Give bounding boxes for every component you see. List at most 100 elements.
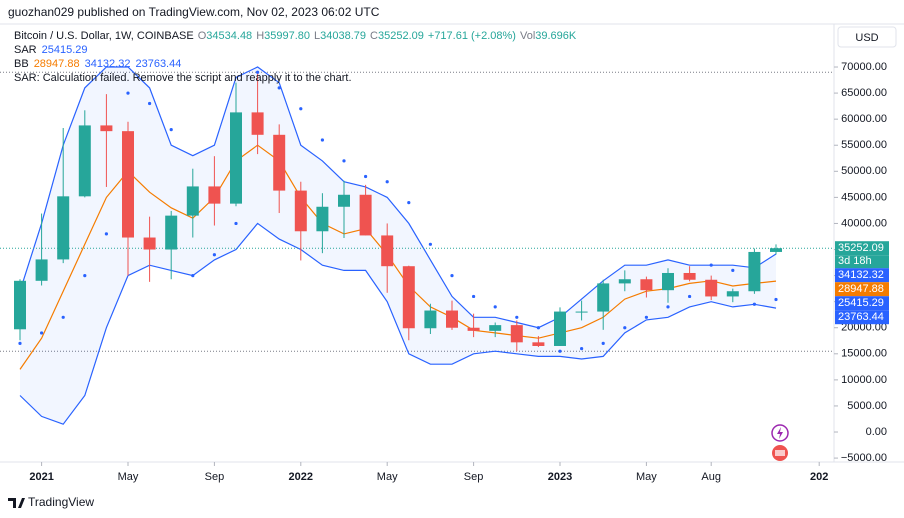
x-tick-label: 2022 bbox=[289, 471, 313, 483]
currency-box[interactable] bbox=[837, 26, 897, 48]
candle-body bbox=[597, 283, 610, 312]
candle-body bbox=[338, 194, 350, 207]
candle-body bbox=[230, 112, 242, 204]
x-tick-label: Sep bbox=[205, 471, 225, 483]
candle-body bbox=[748, 251, 761, 292]
ohlc-key: O bbox=[198, 30, 207, 42]
sar-dot bbox=[407, 200, 411, 205]
sar-dot bbox=[277, 86, 281, 90]
y-tick-label: 70000.00 bbox=[841, 61, 887, 73]
y-tick-label: 20000.00 bbox=[841, 322, 887, 334]
price-tag bbox=[835, 310, 889, 325]
candle-body bbox=[770, 248, 782, 252]
price-tag-label: 23763.44 bbox=[838, 311, 884, 323]
sar-value: 25415.29 bbox=[42, 44, 88, 56]
sar-dot bbox=[752, 302, 757, 306]
ohlc-value: 34534.48 bbox=[206, 30, 252, 42]
sar-dot bbox=[256, 70, 260, 74]
sar-dot bbox=[623, 326, 627, 330]
candle-body bbox=[640, 279, 653, 291]
sar-dot bbox=[709, 263, 713, 267]
candle-body bbox=[14, 280, 26, 330]
countdown: 3d 18h bbox=[838, 255, 872, 267]
bb-lower: 23763.44 bbox=[135, 58, 181, 70]
price-tag-label: 25415.29 bbox=[838, 297, 884, 309]
bb-upper: 34132.32 bbox=[85, 58, 131, 70]
sar-dot bbox=[666, 305, 670, 309]
candle-body bbox=[402, 266, 415, 329]
sar-dot bbox=[558, 349, 562, 353]
lightning-glyph bbox=[777, 427, 783, 439]
sar-dot bbox=[342, 159, 346, 163]
sar-dot bbox=[731, 268, 735, 272]
sar-dot bbox=[364, 174, 368, 179]
y-tick-label: 10000.00 bbox=[841, 374, 887, 386]
candle-body bbox=[575, 311, 588, 313]
sar-dot bbox=[472, 294, 476, 299]
bb-key: BB bbox=[14, 58, 29, 70]
legend: Bitcoin / U.S. Dollar, 1W, COINBASE O3453… bbox=[14, 30, 577, 84]
candle-body bbox=[316, 206, 329, 232]
bb-basis: 28947.88 bbox=[34, 58, 80, 70]
ohlc-key: C bbox=[370, 30, 378, 42]
price-tag bbox=[835, 241, 889, 256]
logo: TradingView bbox=[8, 495, 94, 509]
candle-body bbox=[532, 342, 545, 346]
sar-dot bbox=[169, 127, 173, 132]
sar-dot bbox=[515, 315, 519, 319]
logo-mark bbox=[8, 498, 25, 508]
sar-dot bbox=[61, 315, 65, 319]
candle-body bbox=[78, 125, 91, 197]
candle-body bbox=[359, 194, 372, 236]
sar-legend: SAR 25415.29 bbox=[14, 44, 88, 56]
y-tick-label: 50000.00 bbox=[841, 165, 887, 177]
candle-body bbox=[618, 279, 631, 284]
candle-body bbox=[554, 311, 566, 346]
candle-body bbox=[424, 310, 437, 329]
candle-body bbox=[273, 134, 286, 191]
currency[interactable]: USD bbox=[855, 32, 878, 44]
candle-body bbox=[122, 131, 134, 238]
sar-dot bbox=[601, 341, 605, 345]
candle-body bbox=[165, 215, 178, 250]
y-tick-label: 15000.00 bbox=[841, 348, 887, 360]
candle-body bbox=[100, 125, 113, 132]
candle-body bbox=[662, 272, 674, 291]
sar-key: SAR bbox=[14, 44, 37, 56]
ohlc-key: H bbox=[256, 30, 264, 42]
y-tick-label: 0.00 bbox=[866, 426, 887, 438]
sar-dot bbox=[83, 273, 87, 278]
candle-body bbox=[705, 279, 718, 297]
logo-text: TradingView bbox=[28, 495, 94, 509]
sar-dot bbox=[320, 138, 324, 142]
x-tick-label: May bbox=[377, 471, 398, 483]
candle-body bbox=[35, 259, 48, 281]
ohlc-value: 34038.79 bbox=[320, 30, 366, 42]
sar-dot bbox=[299, 107, 303, 111]
sar-dot bbox=[104, 232, 108, 236]
ohlc-key: L bbox=[314, 30, 320, 42]
vol-key: Vol bbox=[520, 30, 535, 42]
x-tick-label: May bbox=[118, 471, 139, 483]
flag-glyph bbox=[775, 450, 785, 456]
bb-lower-line bbox=[19, 222, 777, 425]
price-tag-label: 28947.88 bbox=[838, 283, 884, 295]
sar-dot bbox=[493, 305, 497, 309]
candle-body bbox=[143, 237, 156, 250]
price-tag bbox=[835, 282, 889, 297]
icons bbox=[771, 424, 789, 461]
x-tick-label: May bbox=[636, 471, 657, 483]
x-tick-label: Sep bbox=[464, 471, 484, 483]
publisher: guozhan029 published on TradingView.com,… bbox=[8, 5, 380, 19]
bb-fill bbox=[20, 67, 776, 425]
candle-body bbox=[726, 291, 739, 297]
x-tick-label: 2021 bbox=[29, 471, 53, 483]
sar-dot bbox=[126, 91, 130, 95]
candle-body bbox=[186, 186, 199, 216]
sar-dot bbox=[580, 346, 584, 351]
sar-dot bbox=[40, 331, 44, 335]
sar-dot bbox=[212, 253, 216, 257]
sar-dot bbox=[385, 180, 389, 184]
